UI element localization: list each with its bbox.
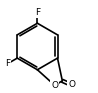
Text: F: F	[35, 8, 40, 17]
Text: O: O	[51, 81, 58, 90]
Text: O: O	[68, 80, 75, 89]
Text: F: F	[5, 59, 11, 68]
